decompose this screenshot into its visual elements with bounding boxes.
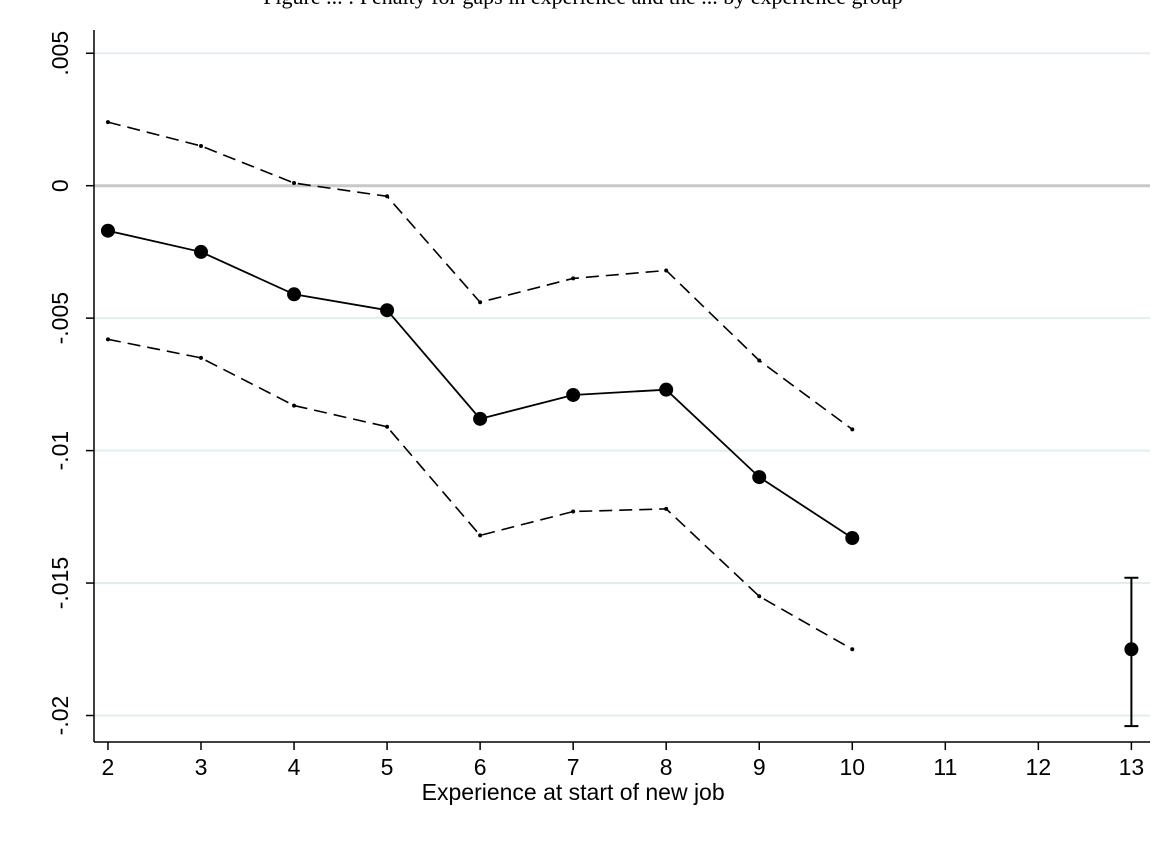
x-tick-label: 9 <box>753 754 766 780</box>
ci-point <box>478 300 483 305</box>
x-tick-label: 3 <box>195 754 208 780</box>
x-tick-label: 2 <box>102 754 115 780</box>
upper-ci-line <box>107 121 853 431</box>
y-tick-label: -.015 <box>47 557 73 609</box>
ci-point <box>292 403 297 408</box>
x-axis-ticks: 2 3 4 5 6 7 8 9 10 11 12 13 <box>102 742 1145 780</box>
y-tick-label: -.02 <box>47 696 73 736</box>
ci-point <box>198 143 203 148</box>
ci-point <box>850 427 855 432</box>
series-layer <box>100 120 860 652</box>
ci-point <box>850 647 855 652</box>
x-tick-label: 5 <box>381 754 394 780</box>
ci-point <box>757 358 762 363</box>
ci-point <box>105 120 110 125</box>
x-tick-label: 4 <box>288 754 301 780</box>
y-axis-ticks: .005 0 -.005 -.01 -.015 -.02 <box>47 31 94 735</box>
ci-point <box>385 424 390 429</box>
figure-caption: Figure ... : Penalty for gaps in experie… <box>263 0 903 9</box>
estimate-point <box>845 531 860 546</box>
grid <box>94 52 1150 717</box>
x-tick-label: 10 <box>839 754 865 780</box>
ci-point <box>571 276 576 281</box>
ci-point <box>571 509 576 514</box>
estimate-point <box>100 223 115 238</box>
ci-point <box>664 268 669 273</box>
x-tick-label: 7 <box>567 754 580 780</box>
estimate-point <box>473 411 488 426</box>
estimate-point <box>659 382 674 397</box>
x-axis-title: Experience at start of new job <box>422 779 725 805</box>
estimate-point <box>752 470 767 485</box>
estimate-line <box>107 229 853 539</box>
ci-point <box>478 533 483 538</box>
axes <box>93 30 1150 743</box>
y-tick-label: -.005 <box>47 292 73 344</box>
x-tick-label: 13 <box>1119 754 1145 780</box>
error-bar-group <box>1124 576 1139 728</box>
estimate-point <box>566 387 581 402</box>
ci-point <box>385 194 390 199</box>
y-tick-label: .005 <box>47 31 73 76</box>
x-tick-label: 8 <box>660 754 673 780</box>
estimate-point <box>287 287 302 302</box>
lower-ci-line <box>107 338 853 650</box>
ci-point <box>198 355 203 360</box>
x-tick-label: 6 <box>474 754 487 780</box>
y-tick-label: -.01 <box>47 431 73 471</box>
x-tick-label: 12 <box>1026 754 1052 780</box>
ci-point <box>664 506 669 511</box>
ci-point <box>292 181 297 186</box>
estimate-point <box>193 244 208 259</box>
estimate-point <box>380 303 395 318</box>
error-bar-point <box>1124 642 1139 657</box>
y-tick-label: 0 <box>47 179 73 192</box>
ci-point <box>105 337 110 342</box>
ci-point <box>757 594 762 599</box>
x-tick-label: 11 <box>933 754 957 780</box>
